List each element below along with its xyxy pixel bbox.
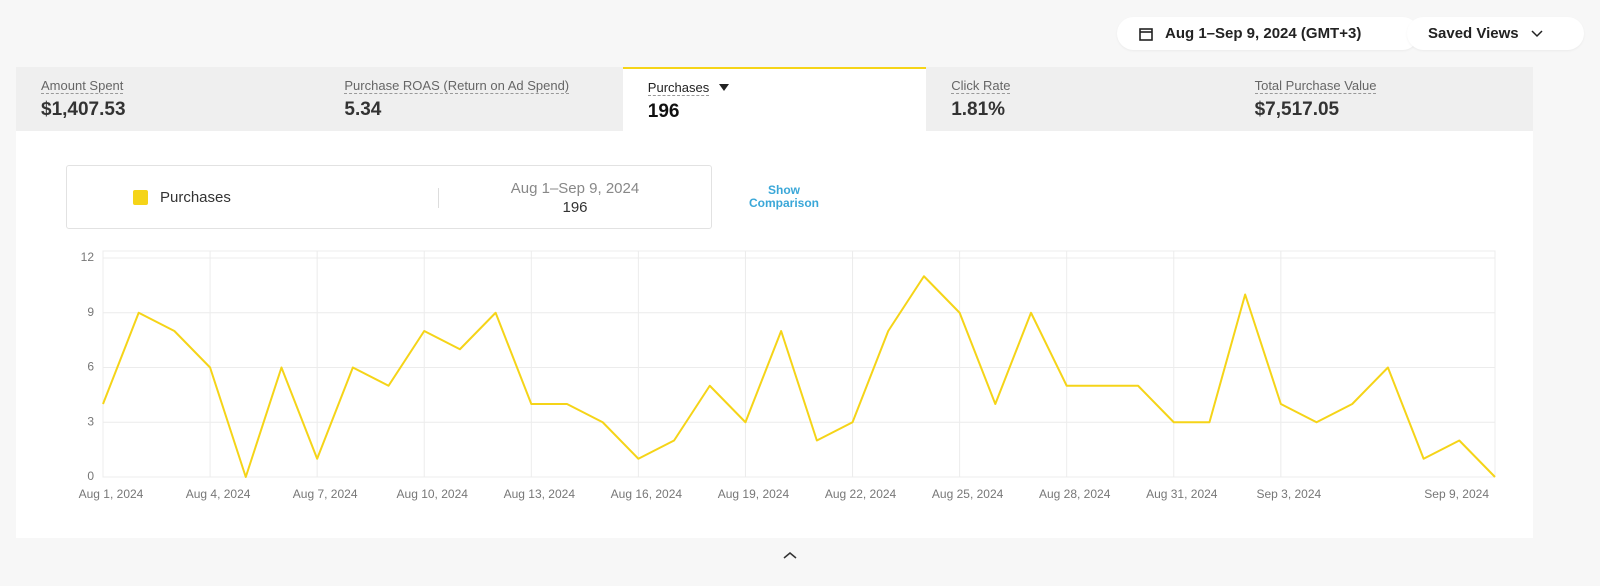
kpi-label: Total Purchase Value (1254, 78, 1377, 94)
x-tick-label: Aug 28, 2024 (1039, 487, 1111, 501)
show-comparison[interactable]: Show Comparison (748, 183, 819, 210)
kpi-value: $1,407.53 (41, 99, 126, 120)
x-tick-label: Sep 3, 2024 (1256, 487, 1321, 501)
x-tick-label: Aug 31, 2024 (1146, 487, 1218, 501)
saved-views-button[interactable]: Saved Views (1407, 17, 1584, 50)
x-tick-label: Aug 19, 2024 (718, 487, 790, 501)
kpi-value: 196 (647, 101, 680, 122)
y-tick-label: 3 (87, 414, 94, 428)
saved-views: Saved Views (1428, 25, 1519, 42)
calendar-icon (1139, 27, 1153, 41)
kpi-value: $7,517.05 (1254, 99, 1340, 120)
kpi-label: Amount Spent (41, 78, 124, 94)
kpi-value: 5.34 (344, 99, 382, 120)
kpi-value: 1.81% (951, 99, 1006, 120)
line-series (102, 275, 1496, 478)
dropdown-arrow (718, 84, 729, 91)
legend-total: 196 (562, 199, 588, 216)
x-tick-label: Aug 7, 2024 (293, 487, 358, 501)
legend-label: Purchases (160, 189, 231, 206)
kpi-tab[interactable]: Amount Spent $1,407.53 (16, 67, 319, 131)
kpi-label: Purchases (647, 80, 710, 96)
kpi-label: Click Rate (951, 78, 1011, 94)
legend-range: Aug 1–Sep 9, 2024 (510, 180, 640, 197)
x-tick-label: Aug 16, 2024 (611, 487, 683, 501)
card: Purchases Aug 1–Sep 9, 2024 196 Show Com… (16, 67, 1533, 538)
kpi-tab[interactable]: Click Rate 1.81% (926, 67, 1229, 131)
divider (438, 188, 439, 208)
x-tick-label: Aug 1, 2024 (79, 487, 144, 501)
y-tick-label: 0 (87, 469, 94, 483)
x-tick-label: Aug 25, 2024 (932, 487, 1004, 501)
legend-swatch (133, 190, 148, 205)
x-tick-label: Sep 9, 2024 (1424, 487, 1489, 501)
kpi-label: Purchase ROAS (Return on Ad Spend) (344, 78, 570, 94)
legend-box: Purchases Aug 1–Sep 9, 2024 196 (66, 165, 712, 229)
date-range: Aug 1–Sep 9, 2024 (GMT+3) (1165, 25, 1362, 42)
y-tick-label: 12 (81, 250, 95, 264)
y-tick-label: 9 (87, 305, 94, 319)
collapse-chevron[interactable] (783, 552, 797, 559)
x-tick-label: Aug 4, 2024 (186, 487, 251, 501)
kpi-tab[interactable]: Total Purchase Value $7,517.05 (1230, 67, 1533, 131)
y-tick-label: 6 (87, 360, 94, 374)
chevron (1531, 29, 1543, 37)
x-tick-label: Aug 22, 2024 (825, 487, 897, 501)
x-tick-label: Aug 13, 2024 (504, 487, 576, 501)
x-tick-label: Aug 10, 2024 (397, 487, 469, 501)
kpi-tab[interactable]: Purchase ROAS (Return on Ad Spend) 5.34 (319, 67, 622, 131)
kpi-tab[interactable]: Purchases 196 (622, 67, 926, 131)
date-range-button[interactable]: Aug 1–Sep 9, 2024 (GMT+3) (1117, 17, 1419, 50)
